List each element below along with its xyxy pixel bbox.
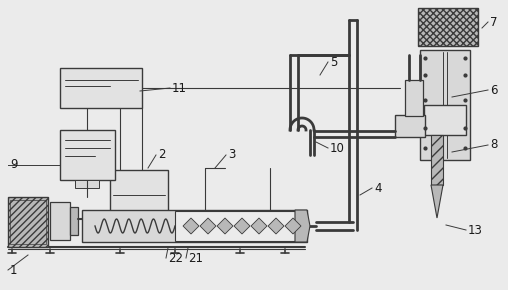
Bar <box>50 202 70 240</box>
Text: 1: 1 <box>10 264 17 276</box>
Bar <box>420 50 470 160</box>
Bar <box>60 68 142 108</box>
Polygon shape <box>431 185 443 218</box>
Text: 3: 3 <box>228 148 235 162</box>
Bar <box>8 197 48 247</box>
Polygon shape <box>217 218 233 234</box>
Text: 2: 2 <box>158 148 166 162</box>
Text: 22: 22 <box>168 251 183 264</box>
Bar <box>110 170 168 230</box>
Bar <box>405 80 423 116</box>
Bar <box>60 130 115 180</box>
Bar <box>10 200 46 244</box>
Polygon shape <box>251 218 267 234</box>
Bar <box>70 207 78 235</box>
Polygon shape <box>234 218 250 234</box>
Text: 11: 11 <box>172 81 187 95</box>
Text: 4: 4 <box>374 182 382 195</box>
Polygon shape <box>268 218 284 234</box>
Text: 9: 9 <box>10 159 17 171</box>
Text: 6: 6 <box>490 84 497 97</box>
Bar <box>431 135 443 185</box>
Polygon shape <box>295 210 310 242</box>
Bar <box>75 180 99 188</box>
Polygon shape <box>200 218 216 234</box>
Text: 7: 7 <box>490 15 497 28</box>
Text: 21: 21 <box>188 251 203 264</box>
Text: 5: 5 <box>330 55 337 68</box>
Polygon shape <box>285 218 301 234</box>
Bar <box>82 210 307 242</box>
Text: 8: 8 <box>490 139 497 151</box>
Bar <box>395 115 425 137</box>
Text: 10: 10 <box>330 142 345 155</box>
Text: 13: 13 <box>468 224 483 237</box>
Polygon shape <box>183 218 199 234</box>
Bar <box>418 8 478 46</box>
Bar <box>175 211 295 241</box>
Bar <box>424 105 466 135</box>
